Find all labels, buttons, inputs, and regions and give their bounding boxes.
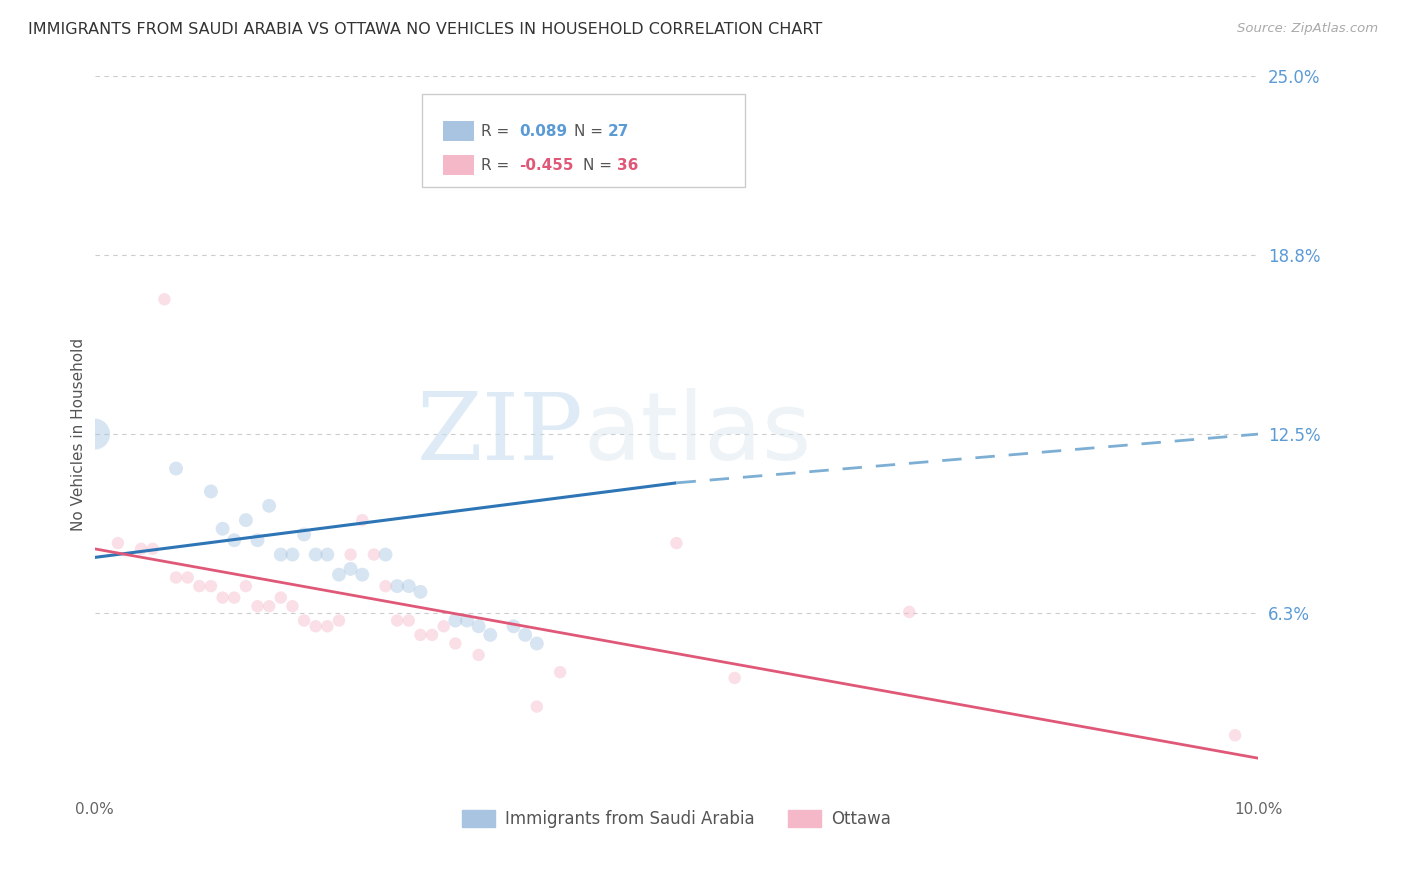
- Point: [444, 636, 467, 650]
- Point: [129, 541, 152, 556]
- Point: [142, 541, 165, 556]
- Point: [363, 548, 385, 562]
- Point: [898, 605, 921, 619]
- Point: [211, 591, 233, 605]
- Point: [316, 548, 339, 562]
- Point: [257, 599, 280, 614]
- Point: [339, 562, 361, 576]
- Point: [176, 570, 198, 584]
- Text: Source: ZipAtlas.com: Source: ZipAtlas.com: [1237, 22, 1378, 36]
- Point: [292, 614, 315, 628]
- Y-axis label: No Vehicles in Household: No Vehicles in Household: [72, 337, 86, 531]
- Point: [165, 570, 187, 584]
- Point: [235, 513, 257, 527]
- Text: 36: 36: [617, 158, 638, 172]
- Point: [211, 522, 233, 536]
- Point: [83, 427, 105, 442]
- Text: -0.455: -0.455: [519, 158, 574, 172]
- Point: [398, 614, 420, 628]
- Point: [316, 619, 339, 633]
- Point: [257, 499, 280, 513]
- Point: [200, 484, 222, 499]
- Point: [548, 665, 571, 680]
- Point: [665, 536, 688, 550]
- Point: [305, 619, 328, 633]
- Point: [409, 628, 432, 642]
- Point: [385, 579, 408, 593]
- Point: [467, 619, 489, 633]
- Point: [456, 614, 478, 628]
- Point: [409, 585, 432, 599]
- Point: [374, 579, 396, 593]
- Text: 27: 27: [607, 124, 628, 138]
- Point: [328, 567, 350, 582]
- Text: N =: N =: [583, 158, 617, 172]
- Point: [188, 579, 211, 593]
- Legend: Immigrants from Saudi Arabia, Ottawa: Immigrants from Saudi Arabia, Ottawa: [456, 803, 898, 835]
- Point: [305, 548, 328, 562]
- Point: [352, 513, 374, 527]
- Point: [1223, 728, 1246, 742]
- Point: [502, 619, 524, 633]
- Text: IMMIGRANTS FROM SAUDI ARABIA VS OTTAWA NO VEHICLES IN HOUSEHOLD CORRELATION CHAR: IMMIGRANTS FROM SAUDI ARABIA VS OTTAWA N…: [28, 22, 823, 37]
- Text: ZIP: ZIP: [416, 389, 583, 479]
- Point: [224, 533, 246, 548]
- Point: [444, 614, 467, 628]
- Point: [246, 599, 269, 614]
- Point: [292, 527, 315, 541]
- Point: [479, 628, 502, 642]
- Point: [467, 648, 489, 662]
- Text: R =: R =: [481, 124, 515, 138]
- Point: [398, 579, 420, 593]
- Point: [352, 567, 374, 582]
- Text: N =: N =: [574, 124, 607, 138]
- Point: [107, 536, 129, 550]
- Point: [281, 548, 304, 562]
- Point: [526, 636, 548, 650]
- Point: [339, 548, 361, 562]
- Point: [224, 591, 246, 605]
- Text: 0.089: 0.089: [519, 124, 567, 138]
- Point: [200, 579, 222, 593]
- Text: R =: R =: [481, 158, 515, 172]
- Point: [235, 579, 257, 593]
- Point: [374, 548, 396, 562]
- Point: [165, 461, 187, 475]
- Point: [281, 599, 304, 614]
- Point: [515, 628, 537, 642]
- Point: [526, 699, 548, 714]
- Point: [385, 614, 408, 628]
- Point: [270, 591, 292, 605]
- Point: [328, 614, 350, 628]
- Text: atlas: atlas: [583, 388, 811, 480]
- Point: [724, 671, 747, 685]
- Point: [433, 619, 456, 633]
- Point: [153, 292, 176, 306]
- Point: [270, 548, 292, 562]
- Point: [420, 628, 443, 642]
- Point: [246, 533, 269, 548]
